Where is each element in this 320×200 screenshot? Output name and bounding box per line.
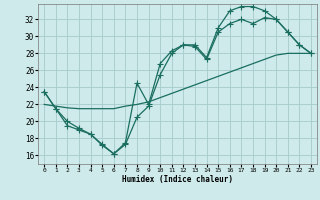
X-axis label: Humidex (Indice chaleur): Humidex (Indice chaleur) xyxy=(122,175,233,184)
